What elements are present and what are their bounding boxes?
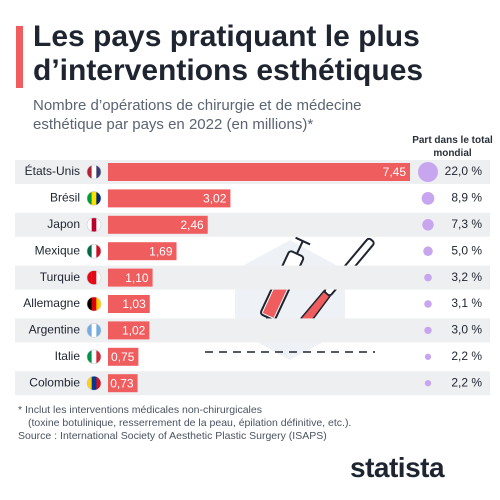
row-band [15,265,490,290]
flag-stripe [91,217,97,232]
category-label: Colombie [29,375,80,389]
flag-stripe [87,297,92,311]
flag-stripe [87,349,92,364]
share-bubble [422,219,434,231]
flag-stripe [87,323,92,338]
flag-stripe [91,244,97,259]
flag-stripe [91,376,97,391]
share-label: 22,0 % [445,164,483,178]
row-band [15,212,490,237]
share-label: 3,2 % [451,270,482,284]
category-label: Allemagne [23,296,80,310]
share-bubble [424,273,432,282]
value-label: 1,69 [149,244,173,258]
flag-stripe [91,191,97,206]
bar [108,189,231,208]
category-label: Mexique [35,243,81,257]
bar [108,374,138,393]
share-bubble [424,380,432,387]
flag-stripe [96,297,101,311]
share-label: 3,0 % [451,323,482,337]
value-label: 1,10 [125,271,149,285]
share-label: 8,9 % [451,191,482,205]
bar [108,268,153,287]
chart-title: Les pays pratiquant le plus d’interventi… [33,20,424,87]
share-label: 2,2 % [451,375,482,389]
accent-bar [16,26,23,88]
flag-border [86,270,102,285]
flag-stripe [91,165,97,179]
bar [108,242,177,261]
value-label: 0,75 [111,350,135,364]
flag-stripe [96,165,101,179]
category-label: États-Unis [25,163,80,178]
chart-subtitle: Nombre d’opérations de chirurgie et de m… [33,97,362,133]
flag-border [86,191,102,206]
share-label: 7,3 % [451,217,482,231]
share-bubble [424,326,432,335]
bar [108,163,410,181]
value-label: 2,46 [180,218,204,232]
flag-stripe [96,323,101,338]
category-label: Turquie [40,270,81,284]
category-label: Japon [47,217,80,231]
bar [108,321,150,340]
share-label: 3,1 % [451,296,482,310]
share-label: 2,2 % [451,349,482,363]
share-bubble [423,246,433,256]
value-label: 3,02 [203,192,227,206]
row-band [15,371,490,396]
share-header: Part dans le total mondial [412,135,493,159]
value-label: 0,73 [110,376,134,390]
brand-logo: statista [350,452,445,483]
bar [108,215,208,234]
value-label: 1,03 [122,297,146,311]
flag-stripe [96,270,101,285]
flag-border [86,323,102,338]
flag-stripe [87,191,92,206]
flag-stripe [96,191,101,206]
flag-stripe [96,244,101,259]
footnote: (toxine botulinique, resserrement de la … [28,417,352,429]
share-bubble [424,353,432,360]
flag-border [86,296,102,312]
share-bubble [421,192,435,205]
bar [108,295,150,313]
share-label: 5,0 % [451,243,482,257]
flag-stripe [91,323,97,338]
flag-border [86,164,102,180]
flag-stripe [91,349,97,364]
flag-border [86,349,102,365]
flag-stripe [87,376,92,391]
flag-stripe [87,244,92,259]
flag-stripe [87,270,92,285]
plot: États-Unis 7,45 22,0 % Brésil 3,02 8,9 % Japon… [15,160,490,396]
footnote: * Inclut les interventions médicales non… [18,404,262,416]
value-label: 7,45 [383,165,407,179]
flag-stripe [91,270,97,285]
footer: * Inclut les interventions médicales non… [18,404,478,443]
source: Source : International Society of Aesthe… [18,430,327,442]
flag-border [86,375,102,391]
flag-border [86,243,102,259]
category-label: Argentine [29,323,81,337]
flag-stripe [87,217,92,232]
row-band [15,318,490,343]
share-bubble [418,162,438,182]
flag-stripe [87,165,92,179]
flag-border [86,217,102,233]
bar [108,347,139,366]
flag-stripe [91,297,97,311]
flag-stripe [96,349,101,364]
category-label: Brésil [50,191,80,205]
category-label: Italie [55,349,81,363]
value-label: 1,02 [122,324,146,338]
flag-stripe [96,376,101,391]
share-bubble [424,300,432,308]
flag-stripe [96,217,101,232]
